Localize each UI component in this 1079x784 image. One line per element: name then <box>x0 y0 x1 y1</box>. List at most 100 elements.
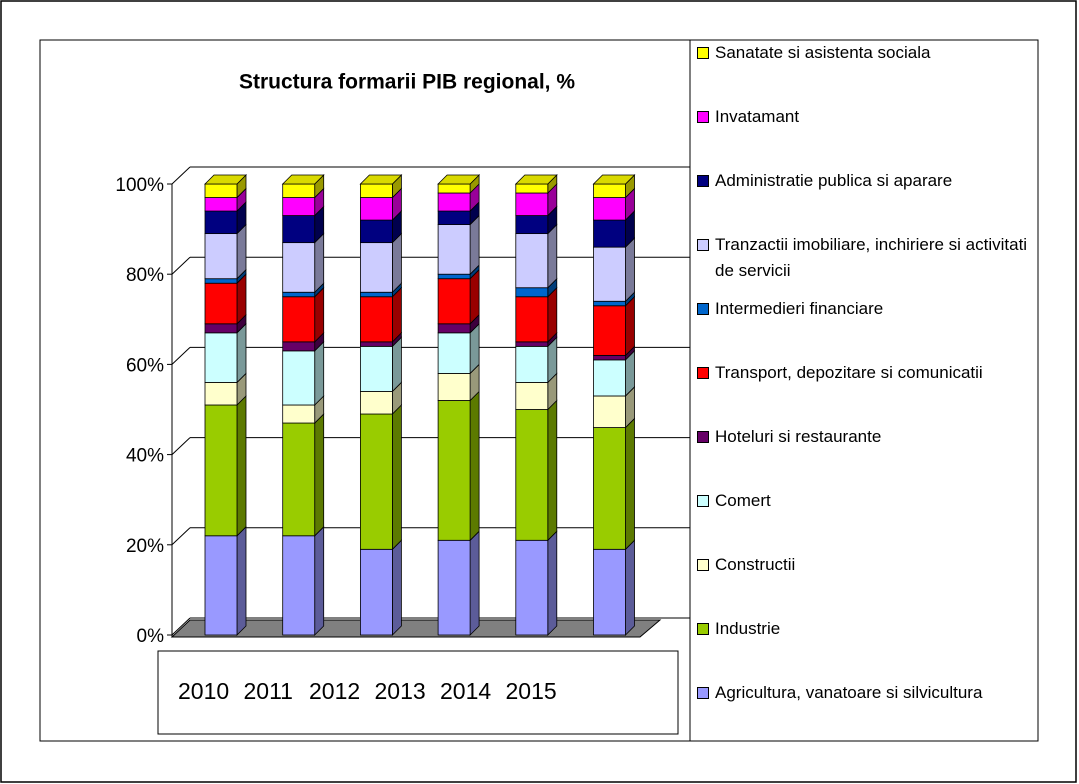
legend-swatch <box>697 47 709 59</box>
bar <box>437 192 471 212</box>
grid-line <box>171 166 191 185</box>
bar <box>204 404 238 537</box>
bar-side <box>314 525 325 636</box>
legend-item: Administratie publica si aparare <box>697 168 1032 194</box>
legend-item: Comert <box>697 488 1032 514</box>
bar <box>282 404 316 424</box>
bar <box>515 287 549 298</box>
bar <box>204 210 238 235</box>
bar-side <box>236 322 247 384</box>
bar-side <box>469 390 480 542</box>
bar <box>515 215 549 235</box>
bar <box>359 548 393 636</box>
legend-swatch <box>697 175 709 187</box>
bar <box>437 332 471 374</box>
legend-swatch <box>697 367 709 379</box>
bar <box>359 345 393 392</box>
bar <box>359 183 393 198</box>
legend-label: Agricultura, vanatoare si silvicultura <box>715 683 983 702</box>
bar <box>282 215 316 244</box>
bar-top <box>592 174 636 185</box>
legend-swatch <box>697 111 709 123</box>
bar-side <box>236 525 247 636</box>
bar-side <box>314 340 325 406</box>
bar <box>515 341 549 347</box>
legend-swatch <box>697 623 709 635</box>
bar <box>359 296 393 343</box>
bar-side <box>547 530 558 636</box>
x-tick-label: 2010 <box>178 678 229 704</box>
bar <box>593 183 626 198</box>
bar <box>437 373 471 401</box>
bar <box>282 197 316 216</box>
bar <box>282 341 316 352</box>
bar-side <box>314 413 325 537</box>
legend-swatch <box>697 239 709 251</box>
bar <box>359 219 393 244</box>
bar <box>359 413 393 550</box>
bar <box>593 548 626 636</box>
legend-item: Transport, depozitare si comunicatii <box>697 360 1032 386</box>
legend-label: Comert <box>715 491 771 510</box>
bar <box>204 535 238 636</box>
legend-swatch <box>697 559 709 571</box>
bar <box>515 296 549 343</box>
bar <box>515 345 549 383</box>
bar <box>437 183 471 194</box>
x-tick-label: 2015 <box>506 678 557 704</box>
bar <box>282 242 316 293</box>
bar-side <box>391 539 402 636</box>
legend-label: Administratie publica si aparare <box>715 171 953 190</box>
bar <box>282 291 316 298</box>
bar-side <box>391 232 402 294</box>
bar-side <box>391 404 402 551</box>
legend-swatch <box>697 687 709 699</box>
x-tick-label: 2014 <box>440 678 491 704</box>
bar <box>437 400 471 541</box>
bar <box>204 382 238 406</box>
bar <box>515 183 549 194</box>
grid-line <box>171 347 191 365</box>
legend-label: Intermedieri financiare <box>715 299 884 318</box>
bar-top <box>281 174 325 185</box>
bar <box>593 354 626 361</box>
legend-swatch <box>697 431 709 443</box>
bar <box>204 197 238 212</box>
bar <box>359 291 393 298</box>
bar <box>204 233 238 280</box>
bar <box>282 183 316 198</box>
bar <box>359 197 393 221</box>
bar <box>593 305 626 356</box>
bar-side <box>314 232 325 294</box>
y-tick-label: 100% <box>115 175 164 196</box>
legend-item: Sanatate si asistenta sociala <box>697 40 1032 66</box>
x-tick-label: 2011 <box>244 678 293 704</box>
bar <box>593 197 626 221</box>
x-tick-label: 2013 <box>375 678 426 704</box>
bar-side <box>469 214 480 276</box>
bar-side <box>547 399 558 542</box>
bar <box>282 296 316 343</box>
category-box <box>157 650 679 735</box>
bar <box>515 192 549 216</box>
bar <box>515 382 549 410</box>
bar-side <box>625 295 635 357</box>
bar <box>282 422 316 537</box>
y-tick-label: 80% <box>126 265 164 286</box>
y-tick-label: 40% <box>126 446 164 467</box>
bar <box>515 539 549 636</box>
bar-side <box>625 237 635 303</box>
bar <box>204 282 238 325</box>
bar <box>437 210 471 225</box>
legend-item: Tranzactii imobiliare, inchiriere si act… <box>697 232 1032 284</box>
bar <box>282 535 316 636</box>
legend-label: Constructii <box>715 555 796 574</box>
legend-item: Invatamant <box>697 104 1032 130</box>
legend-item: Intermedieri financiare <box>697 296 1032 322</box>
bar-side <box>236 395 247 537</box>
bar <box>359 341 393 347</box>
legend-label: Industrie <box>715 619 781 638</box>
y-tick-label: 20% <box>126 536 164 557</box>
